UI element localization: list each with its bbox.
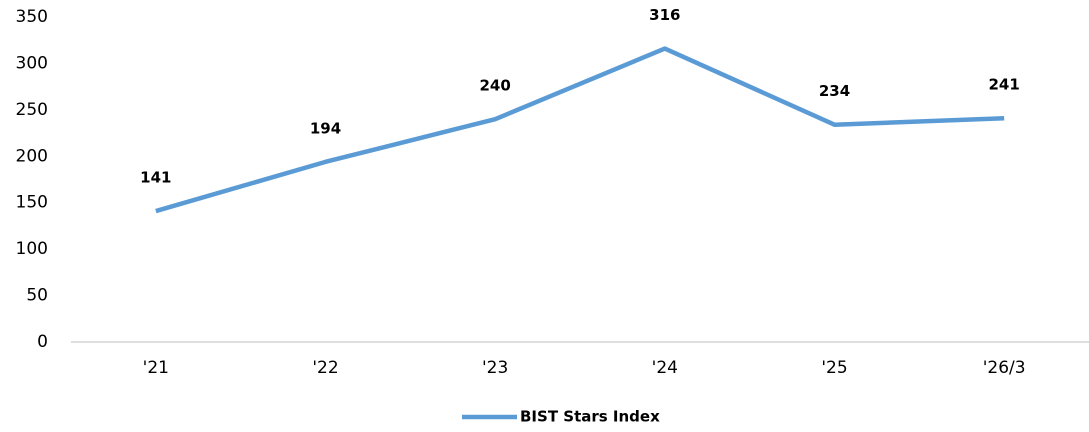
- data-line: [155, 46, 1005, 214]
- data-label: 141: [140, 169, 171, 187]
- x-tick-label: '26/3: [983, 358, 1026, 378]
- x-tick-label: '23: [482, 358, 508, 378]
- y-tick-label: 0: [37, 332, 48, 352]
- data-label: 316: [649, 6, 680, 24]
- data-label: 234: [819, 82, 850, 100]
- y-tick-label: 150: [16, 193, 48, 213]
- x-tick-label: '24: [652, 358, 678, 378]
- y-tick-label: 350: [16, 7, 48, 27]
- y-tick-label: 250: [16, 100, 48, 120]
- x-tick-label: '21: [143, 358, 169, 378]
- y-tick-label: 200: [16, 146, 48, 166]
- y-tick-label: 100: [16, 239, 48, 259]
- data-label: 240: [480, 77, 511, 95]
- y-tick-label: 50: [26, 286, 48, 306]
- data-label: 194: [310, 119, 341, 137]
- x-tick-label: '25: [821, 358, 847, 378]
- data-label: 241: [989, 76, 1020, 94]
- x-tick-label: '22: [312, 358, 338, 378]
- legend-label: BIST Stars Index: [520, 408, 660, 426]
- y-tick-label: 300: [16, 53, 48, 73]
